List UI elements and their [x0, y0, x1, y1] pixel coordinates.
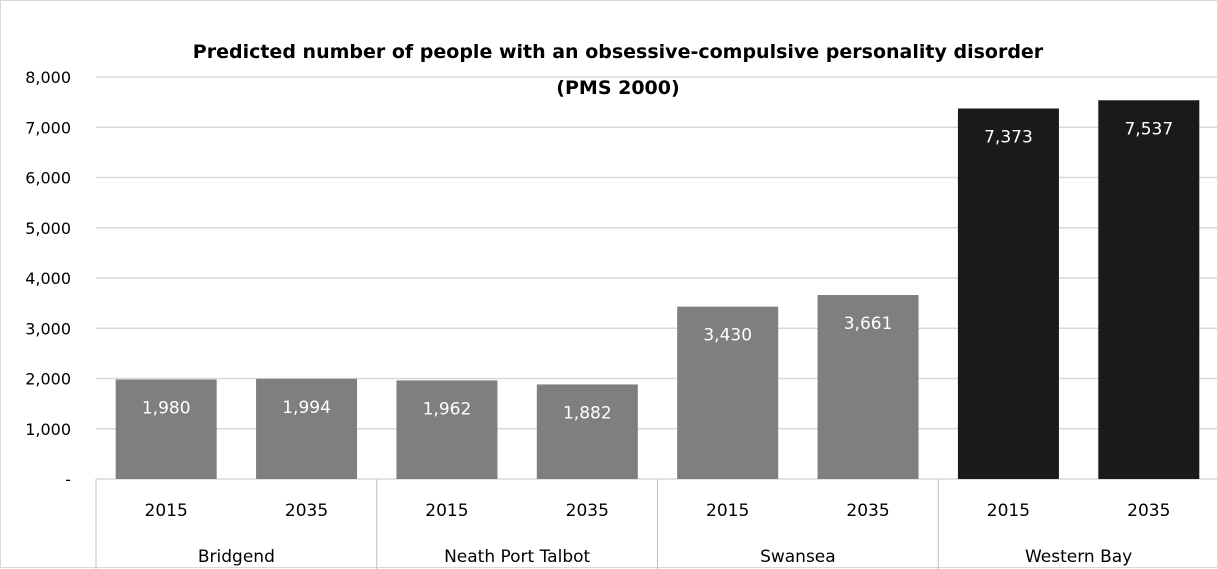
data-label: 1,882: [563, 403, 612, 423]
data-label: 3,661: [844, 314, 893, 334]
chart-title-line2: (PMS 2000): [556, 77, 679, 99]
x-tick-label: 2015: [987, 501, 1030, 521]
bar: [1098, 100, 1200, 479]
data-label: 7,537: [1124, 119, 1173, 139]
bar: [256, 378, 358, 479]
bar: [396, 380, 498, 479]
data-label: 1,962: [423, 399, 472, 419]
y-tick-label: 3,000: [25, 319, 71, 338]
y-tick-label: -: [65, 470, 71, 489]
y-tick-label: 8,000: [25, 68, 71, 87]
y-tick-label: 4,000: [25, 269, 71, 288]
data-label: 7,373: [984, 128, 1033, 148]
x-group-label: Swansea: [760, 547, 836, 567]
x-group-label: Western Bay: [1025, 547, 1132, 567]
bar: [115, 379, 217, 479]
x-tick-label: 2035: [566, 501, 609, 521]
chart-title-line1: Predicted number of people with an obses…: [193, 41, 1044, 63]
x-tick-label: 2015: [145, 501, 188, 521]
x-tick-label: 2035: [846, 501, 889, 521]
bar: [536, 384, 638, 479]
x-group-label: Bridgend: [198, 547, 275, 567]
data-label: 1,980: [142, 399, 191, 419]
y-axis-ticks: - 1,000 2,000 3,000 4,000 5,000 6,000 7,000 8,00…: [25, 68, 71, 489]
gridlines: [96, 76, 1218, 430]
y-tick-label: 2,000: [25, 370, 71, 389]
y-tick-label: 5,000: [25, 219, 71, 238]
bar: [817, 295, 919, 479]
x-group-label: Neath Port Talbot: [444, 547, 590, 567]
data-labels: 1,980 1,994 1,962 1,882 3,430 3,661 7,373 7,537: [142, 119, 1173, 423]
y-tick-label: 1,000: [25, 420, 71, 439]
y-tick-label: 7,000: [25, 118, 71, 137]
data-label: 1,994: [282, 398, 331, 418]
data-label: 3,430: [703, 326, 752, 346]
bars: [115, 100, 1200, 480]
x-axis-ticks: 2015 2035 Bridgend 2015 2035 Neath Port Talbo…: [145, 501, 1171, 567]
bar: [957, 108, 1059, 480]
y-tick-label: 6,000: [25, 169, 71, 188]
x-tick-label: 2015: [425, 501, 468, 521]
x-tick-label: 2015: [706, 501, 749, 521]
x-tick-label: 2035: [1127, 501, 1170, 521]
x-tick-label: 2035: [285, 501, 328, 521]
bar: [677, 306, 779, 479]
